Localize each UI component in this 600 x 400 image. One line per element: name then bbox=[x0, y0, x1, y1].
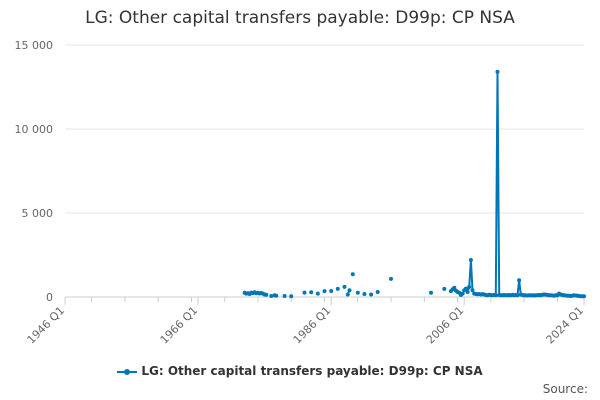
chart-title: LG: Other capital transfers payable: D99… bbox=[85, 8, 515, 28]
data-point bbox=[465, 290, 470, 294]
data-point bbox=[375, 290, 380, 294]
data-point bbox=[362, 292, 367, 296]
x-tick-label: 2006 Q1 bbox=[424, 304, 467, 347]
data-point bbox=[495, 69, 500, 74]
data-point bbox=[355, 290, 360, 295]
legend-swatch bbox=[117, 368, 138, 375]
y-tick-label: 15 000 bbox=[15, 39, 54, 52]
data-point bbox=[289, 294, 294, 299]
data-point bbox=[369, 292, 374, 297]
data-point bbox=[350, 272, 355, 277]
data-point bbox=[493, 293, 498, 298]
data-point bbox=[515, 293, 520, 298]
data-point bbox=[345, 292, 350, 297]
data-point bbox=[322, 289, 327, 294]
data-point bbox=[470, 288, 475, 293]
data-point bbox=[347, 288, 352, 293]
x-tick-label: 1986 Q1 bbox=[291, 304, 334, 347]
y-tick-label: 10 000 bbox=[15, 123, 54, 136]
x-tick-label: 1966 Q1 bbox=[158, 304, 201, 347]
data-point bbox=[335, 286, 340, 291]
data-point bbox=[329, 289, 334, 293]
data-point bbox=[389, 276, 393, 281]
legend-label: LG: Other capital transfers payable: D99… bbox=[141, 364, 483, 378]
legend[interactable]: LG: Other capital transfers payable: D99… bbox=[0, 364, 600, 378]
data-point bbox=[582, 294, 586, 299]
data-point bbox=[282, 294, 287, 298]
y-tick-label: 5 000 bbox=[22, 207, 54, 220]
data-point bbox=[269, 294, 274, 298]
data-point bbox=[460, 291, 465, 296]
data-point bbox=[315, 291, 320, 296]
data-point bbox=[342, 284, 347, 289]
data-point bbox=[264, 292, 269, 297]
data-point bbox=[302, 290, 307, 295]
data-point bbox=[274, 293, 279, 298]
series-line bbox=[450, 70, 585, 298]
data-point bbox=[442, 286, 447, 291]
data-point bbox=[467, 284, 472, 289]
data-point bbox=[517, 278, 522, 283]
x-tick-label: 1946 Q1 bbox=[25, 304, 68, 347]
data-point bbox=[468, 258, 473, 262]
y-tick-label: 0 bbox=[46, 291, 53, 304]
x-tick-label: 2024 Q1 bbox=[544, 304, 587, 347]
data-point bbox=[309, 290, 314, 295]
data-point bbox=[463, 286, 468, 291]
credits[interactable]: Source: bbox=[542, 382, 588, 396]
data-point bbox=[429, 290, 433, 295]
